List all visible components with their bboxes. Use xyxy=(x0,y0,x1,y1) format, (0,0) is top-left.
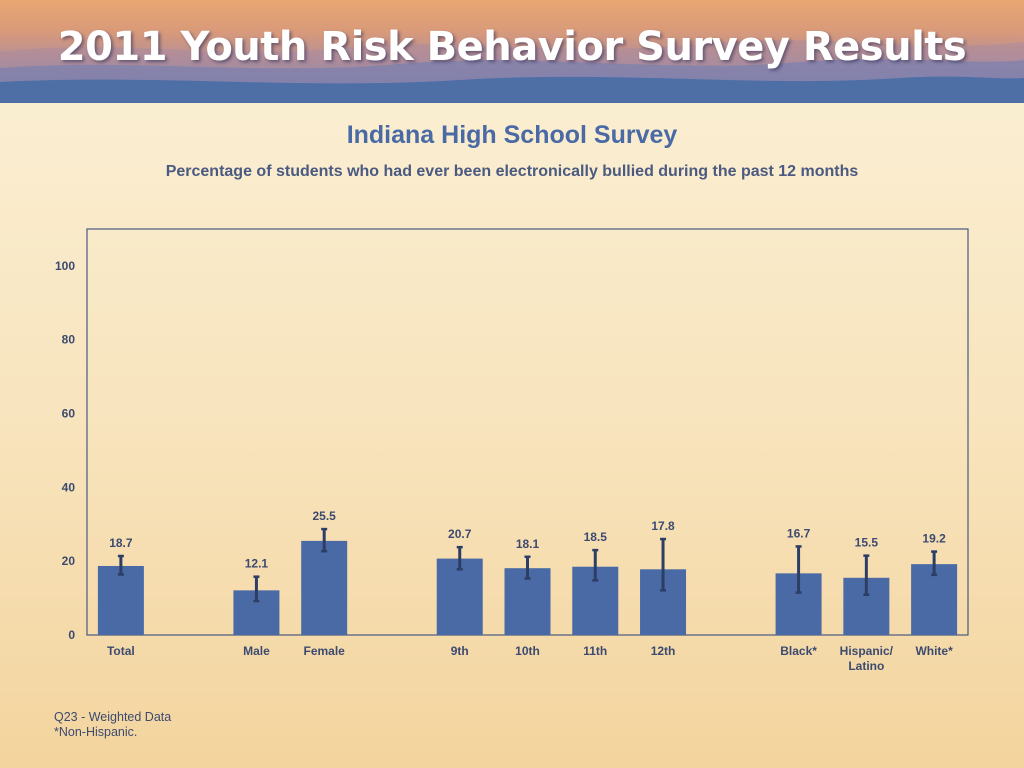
footnote-non-hispanic: *Non-Hispanic. xyxy=(54,725,138,739)
category-label: 12th xyxy=(651,644,676,658)
bar xyxy=(97,565,144,635)
category-label: Total xyxy=(107,644,135,658)
bar-chart: 0 20 40 60 80 100 18.7 Total 12.1 Male 25.5 Female 2… xyxy=(55,228,969,673)
data-label: 18.5 xyxy=(584,530,608,544)
category-label: Latino xyxy=(848,659,884,673)
category-label: 11th xyxy=(583,644,607,658)
category-label: 9th xyxy=(451,644,469,658)
y-tick-label: 60 xyxy=(62,407,76,421)
category-label: Black* xyxy=(780,644,817,658)
category-label: White* xyxy=(915,644,953,658)
footnote-question: Q23 - Weighted Data xyxy=(54,710,172,724)
data-label: 25.5 xyxy=(313,509,337,523)
category-label: Female xyxy=(304,644,346,658)
y-tick-label: 0 xyxy=(68,628,75,642)
y-tick-label: 100 xyxy=(55,259,75,273)
data-label: 19.2 xyxy=(922,532,946,546)
data-label: 18.7 xyxy=(109,536,133,550)
category-label: Hispanic/ xyxy=(840,644,894,658)
y-tick-label: 80 xyxy=(62,333,76,347)
data-label: 12.1 xyxy=(245,557,269,571)
banner-title: 2011 Youth Risk Behavior Survey Results xyxy=(57,24,967,70)
data-label: 15.5 xyxy=(855,536,879,550)
data-label: 17.8 xyxy=(651,519,675,533)
category-label: Male xyxy=(243,644,270,658)
header-banner: 2011 Youth Risk Behavior Survey Results xyxy=(0,0,1024,103)
mountain-silhouette xyxy=(0,40,1024,103)
category-label: 10th xyxy=(515,644,540,658)
data-label: 18.1 xyxy=(516,537,540,551)
data-label: 20.7 xyxy=(448,527,472,541)
chart-subtitle: Percentage of students who had ever been… xyxy=(165,163,859,180)
data-label: 16.7 xyxy=(787,526,811,540)
bar xyxy=(301,540,348,635)
footnotes: Q23 - Weighted Data *Non-Hispanic. xyxy=(54,710,171,740)
y-tick-label: 40 xyxy=(62,480,76,494)
y-tick-label: 20 xyxy=(62,554,76,568)
bar xyxy=(436,558,483,635)
chart-title: Indiana High School Survey xyxy=(346,121,678,149)
